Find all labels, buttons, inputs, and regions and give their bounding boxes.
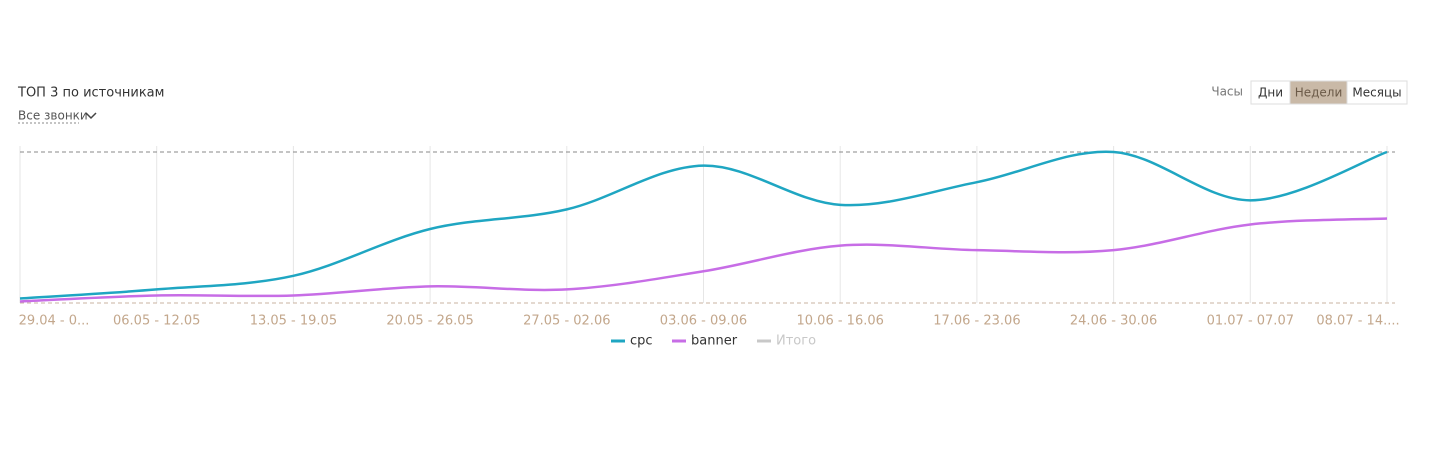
x-tick-label: 03.06 - 09.06 — [660, 314, 747, 329]
x-tick-label: 29.04 - 0... — [19, 314, 90, 329]
dropdown[interactable]: Все звонки — [18, 109, 88, 123]
series-line — [19, 217, 1388, 303]
x-tick-label: 20.05 - 26.05 — [386, 314, 473, 329]
legend-label[interactable]: Итого — [776, 334, 816, 349]
period-button-label[interactable]: Дни — [1258, 86, 1283, 100]
x-tick-label: 13.05 - 19.05 — [250, 314, 337, 329]
period-button-label[interactable]: Недели — [1295, 86, 1343, 100]
period-label: Часы — [1211, 85, 1243, 99]
x-tick-label: 10.06 - 16.06 — [797, 314, 884, 329]
legend-label[interactable]: banner — [691, 334, 738, 349]
x-tick-label: 06.05 - 12.05 — [113, 314, 200, 329]
dropdown-arrow[interactable] — [85, 112, 97, 120]
x-tick-label: 08.07 - 14.... — [1316, 314, 1399, 329]
series-line — [19, 150, 1388, 300]
chart-title: ТОП 3 по источникам — [17, 86, 164, 101]
period-button[interactable] — [1346, 80, 1408, 105]
x-tick-label: 01.07 - 07.07 — [1207, 314, 1294, 329]
x-tick-label: 24.06 - 30.06 — [1070, 314, 1157, 329]
x-tick-label: 17.06 - 23.06 — [933, 314, 1020, 329]
x-tick-label: 27.05 - 02.06 — [523, 314, 610, 329]
legend-label[interactable]: cpc — [630, 334, 653, 349]
period-button-label[interactable]: Месяцы — [1352, 86, 1401, 100]
